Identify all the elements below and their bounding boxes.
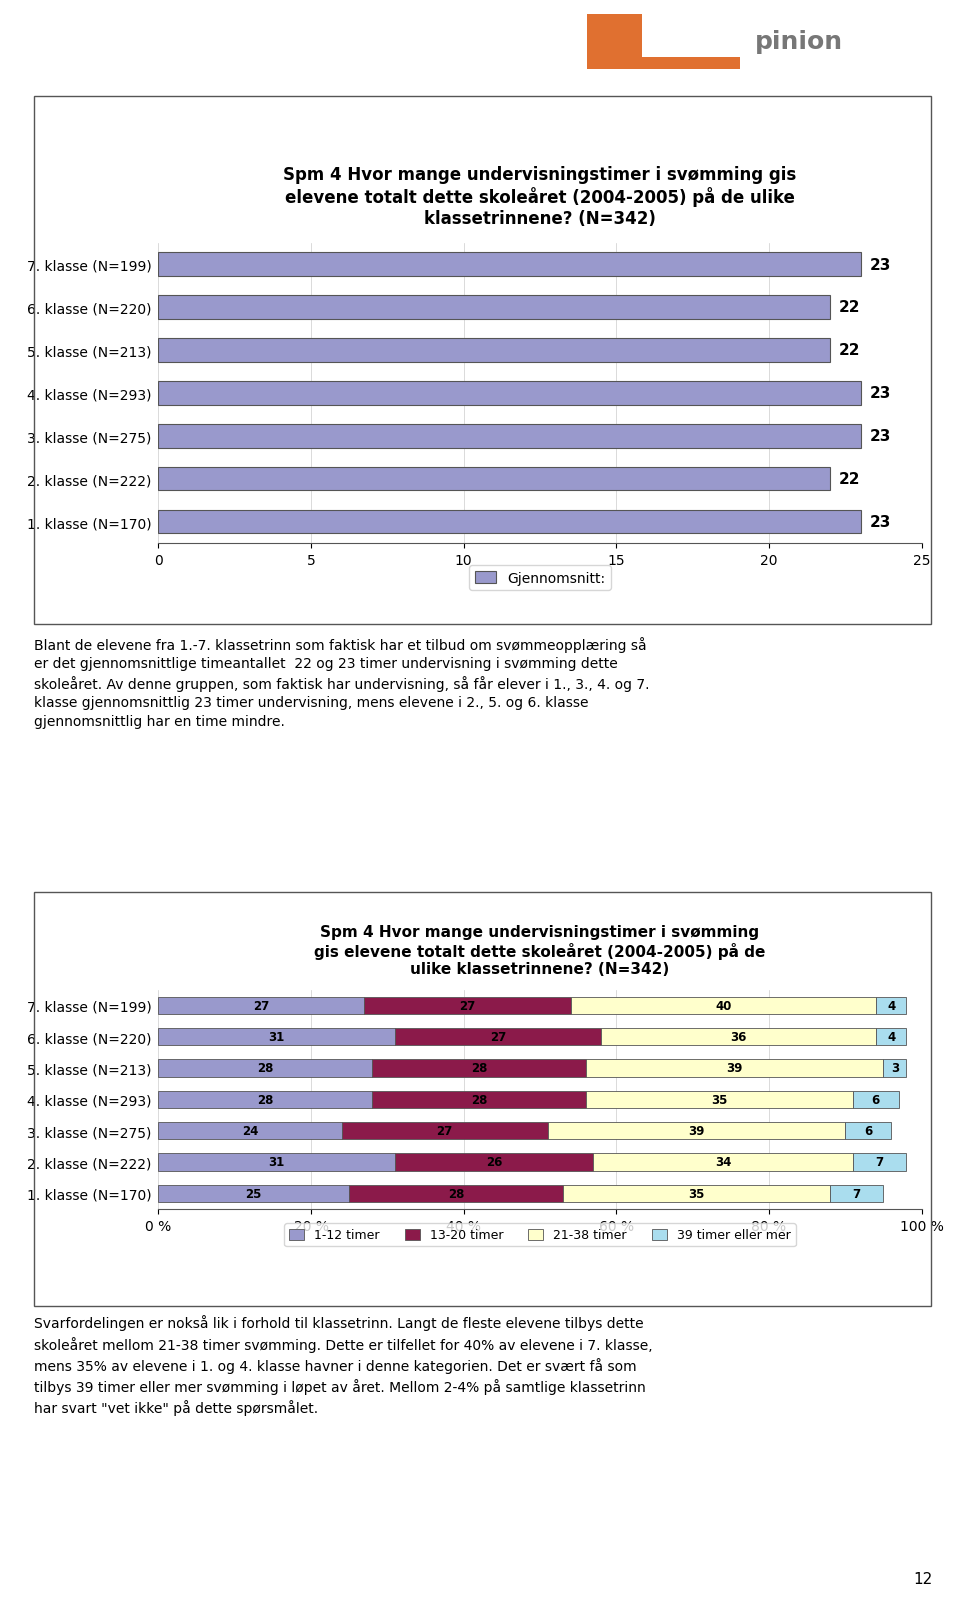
Title: Spm 4 Hvor mange undervisningstimer i svømming gis
elevene totalt dette skoleåre: Spm 4 Hvor mange undervisningstimer i sv… (283, 166, 797, 227)
Text: 4: 4 (887, 1031, 895, 1044)
Bar (563, 1185, 830, 1203)
Text: 27: 27 (460, 1000, 475, 1013)
Text: 35: 35 (688, 1186, 705, 1199)
Text: 7: 7 (876, 1156, 884, 1169)
Text: 34: 34 (715, 1156, 732, 1169)
Text: 28: 28 (470, 1061, 487, 1074)
Text: 6: 6 (872, 1092, 880, 1107)
Text: 39: 39 (727, 1061, 743, 1074)
Bar (883, 1060, 906, 1078)
Bar (158, 1029, 395, 1045)
Bar (158, 295, 830, 320)
Text: 27: 27 (437, 1125, 453, 1138)
Text: 35: 35 (711, 1092, 728, 1107)
Text: 6: 6 (864, 1125, 873, 1138)
Bar (158, 1154, 395, 1170)
Bar (158, 339, 830, 362)
Text: 24: 24 (242, 1125, 258, 1138)
FancyBboxPatch shape (641, 15, 769, 58)
Bar (876, 997, 906, 1014)
Bar (395, 1154, 593, 1170)
Text: 28: 28 (257, 1061, 274, 1074)
Bar (876, 1029, 906, 1045)
Text: 23: 23 (870, 514, 891, 529)
Bar (158, 997, 365, 1014)
Text: 26: 26 (486, 1156, 502, 1169)
Text: 23: 23 (870, 258, 891, 273)
Bar (570, 997, 876, 1014)
Text: 27: 27 (490, 1031, 506, 1044)
Bar (158, 1060, 372, 1078)
Text: 23: 23 (870, 428, 891, 445)
Text: 7: 7 (852, 1186, 861, 1199)
Text: 31: 31 (269, 1031, 285, 1044)
Bar (547, 1121, 846, 1139)
Bar (586, 1060, 883, 1078)
Bar (158, 1121, 342, 1139)
Text: 28: 28 (257, 1092, 274, 1107)
Bar (158, 511, 860, 534)
Text: 22: 22 (839, 300, 861, 315)
Bar (158, 467, 830, 492)
Bar (158, 425, 860, 448)
Text: pinion: pinion (755, 31, 843, 54)
Bar (852, 1154, 906, 1170)
Text: 23: 23 (870, 386, 891, 401)
Text: 22: 22 (839, 342, 861, 359)
Bar (372, 1091, 586, 1109)
FancyBboxPatch shape (587, 15, 740, 70)
Bar (845, 1121, 891, 1139)
Text: 22: 22 (839, 472, 861, 487)
Legend: 1-12 timer, 13-20 timer, 21-38 timer, 39 timer eller mer: 1-12 timer, 13-20 timer, 21-38 timer, 39… (284, 1224, 796, 1246)
Text: 31: 31 (269, 1156, 285, 1169)
Text: 12: 12 (913, 1571, 932, 1586)
Text: 28: 28 (448, 1186, 465, 1199)
Text: 25: 25 (246, 1186, 262, 1199)
Text: 27: 27 (253, 1000, 270, 1013)
Bar (395, 1029, 601, 1045)
Text: 36: 36 (731, 1031, 747, 1044)
Bar (601, 1029, 876, 1045)
Bar (158, 253, 860, 276)
Bar (593, 1154, 852, 1170)
Text: 4: 4 (887, 1000, 895, 1013)
Bar (830, 1185, 883, 1203)
Text: 3: 3 (891, 1061, 899, 1074)
Text: 39: 39 (688, 1125, 705, 1138)
Bar (158, 1091, 372, 1109)
Bar (852, 1091, 899, 1109)
Bar (586, 1091, 852, 1109)
Text: 40: 40 (715, 1000, 732, 1013)
Bar (372, 1060, 586, 1078)
Bar (158, 381, 860, 406)
Legend: Gjennomsnitt:: Gjennomsnitt: (469, 566, 611, 591)
Text: Blant de elevene fra 1.-7. klassetrinn som faktisk har et tilbud om svømmeopplær: Blant de elevene fra 1.-7. klassetrinn s… (34, 636, 649, 729)
Bar (342, 1121, 547, 1139)
Title: Spm 4 Hvor mange undervisningstimer i svømming
gis elevene totalt dette skoleåre: Spm 4 Hvor mange undervisningstimer i sv… (314, 923, 766, 977)
Text: 28: 28 (470, 1092, 487, 1107)
Bar (365, 997, 570, 1014)
Text: Svarfordelingen er nokså lik i forhold til klassetrinn. Langt de fleste elevene : Svarfordelingen er nokså lik i forhold t… (34, 1315, 652, 1415)
Bar (158, 1185, 349, 1203)
Bar (349, 1185, 563, 1203)
